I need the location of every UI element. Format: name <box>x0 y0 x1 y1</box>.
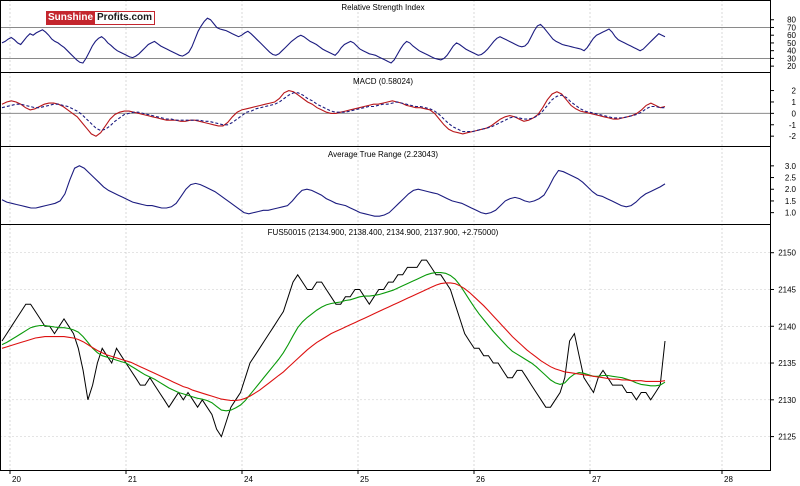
frame-layer <box>0 0 774 474</box>
atr-panel-title: Average True Range (2.23043) <box>328 150 438 159</box>
series-line-3-2 <box>1 282 666 402</box>
series-line-0-0 <box>1 17 666 64</box>
xtick-label-2: 24 <box>244 475 253 484</box>
xtick-label-1: 21 <box>128 475 137 484</box>
ytick-label-2-0: 1.0 <box>785 209 797 218</box>
ytick-label-0-1: 30 <box>787 54 796 63</box>
ytick-label-2-1: 1.5 <box>785 197 797 206</box>
axis-labels-layer: 20304050607080-2-10121.01.52.02.53.02125… <box>12 16 797 484</box>
price-panel-title: FUS50015 (2134.900, 2138.400, 2134.900, … <box>268 228 499 237</box>
ytick-label-0-2: 40 <box>787 47 796 56</box>
sunshine-profits-logo: Sunshine Profits.com <box>46 11 156 25</box>
ytick-label-1-1: -1 <box>789 121 797 130</box>
ytick-label-3-2: 2135 <box>778 359 796 368</box>
rsi-panel-title: Relative Strength Index <box>341 3 424 12</box>
ytick-label-2-4: 3.0 <box>785 162 797 171</box>
series-line-1-0 <box>1 90 666 137</box>
ytick-label-0-6: 80 <box>787 16 796 25</box>
macd-panel-title: MACD (0.58024) <box>353 77 413 86</box>
series-line-1-1 <box>1 92 665 133</box>
ytick-label-3-4: 2145 <box>778 285 796 294</box>
logo-part-profits: Profits.com <box>95 11 156 25</box>
ytick-label-1-0: -2 <box>789 132 797 141</box>
ytick-label-3-1: 2130 <box>778 396 796 405</box>
logo-part-sunshine: Sunshine <box>46 11 96 25</box>
ytick-label-0-3: 50 <box>787 39 796 48</box>
xtick-label-0: 20 <box>12 475 21 484</box>
ytick-label-0-0: 20 <box>787 62 796 71</box>
ytick-label-3-5: 2150 <box>778 249 796 258</box>
ytick-label-2-2: 2.0 <box>785 185 797 194</box>
ytick-label-0-5: 70 <box>787 23 796 32</box>
panel-frame-3 <box>0 224 771 471</box>
ytick-label-1-2: 0 <box>792 109 797 118</box>
series-layer <box>1 17 666 438</box>
xtick-label-4: 26 <box>476 475 485 484</box>
ytick-label-1-4: 2 <box>792 87 797 96</box>
xtick-label-6: 28 <box>724 475 733 484</box>
ytick-label-0-4: 60 <box>787 31 796 40</box>
ytick-label-2-3: 2.5 <box>785 174 797 183</box>
series-line-3-1 <box>1 272 666 412</box>
ytick-label-3-0: 2125 <box>778 433 796 442</box>
ytick-label-3-3: 2140 <box>778 322 796 331</box>
series-line-2-0 <box>1 165 666 217</box>
xtick-label-3: 25 <box>360 475 369 484</box>
series-line-3-0 <box>1 259 666 438</box>
ytick-label-1-3: 1 <box>792 98 797 107</box>
xtick-label-5: 27 <box>592 475 601 484</box>
